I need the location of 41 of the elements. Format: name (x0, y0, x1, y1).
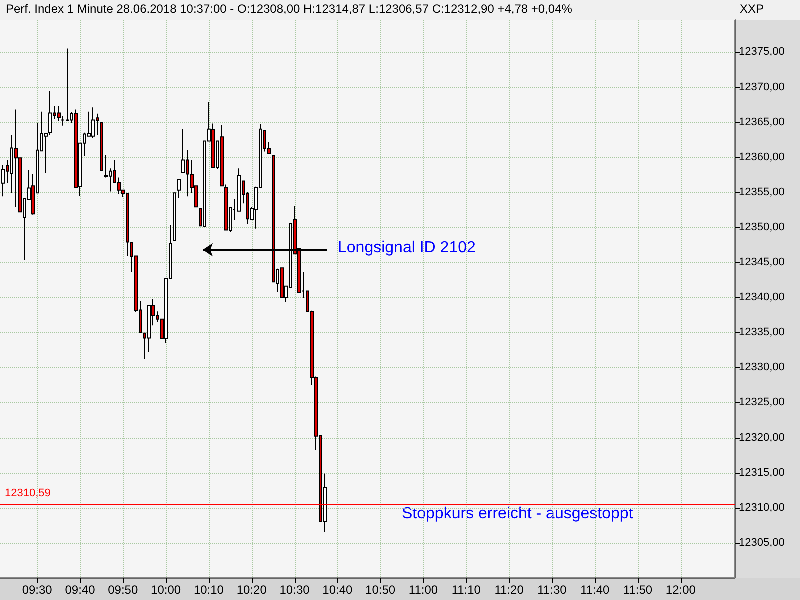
y-tick-label: 12305,00 (739, 536, 785, 549)
x-tick-label: 09:30 (22, 583, 53, 597)
candlestick (100, 122, 103, 172)
text: XXP (740, 2, 764, 16)
candlestick (91, 107, 95, 139)
x-tick-label: 11:50 (623, 583, 653, 597)
y-tick-label: 12345,00 (739, 256, 785, 269)
x-tick-label: 11:20 (494, 583, 524, 597)
annotation: Stoppkurs erreicht - ausgestoppt (402, 506, 634, 522)
x-tick-label: 10:50 (366, 583, 396, 597)
chart-title: Perf. Index 1 Minute 28.06.2018 10:37:00 - O:12308,00 H:12314,87 L:12306,57 C:12312,90 +4,78 +0,04% (6, 2, 573, 16)
x-tick-label: 10:10 (194, 583, 224, 597)
y-tick-label: 12355,00 (739, 186, 785, 198)
candlestick (173, 192, 176, 242)
x-tick-label: 10:20 (236, 583, 268, 597)
y-tick-label: 12335,00 (739, 326, 785, 339)
x-tick-label: 09:40 (65, 583, 96, 597)
y-tick-label: 12340,00 (739, 292, 785, 304)
x-tick-label: 11:40 (580, 583, 610, 597)
x-tick-label: 09:50 (108, 583, 138, 597)
candlestick (177, 179, 181, 199)
y-tick-label: 12320,00 (739, 432, 785, 444)
y-tick-label: 12350,00 (739, 221, 785, 234)
x-tick-label: 11:00 (408, 583, 438, 597)
y-tick-label: 12330,00 (739, 362, 785, 374)
x-tick-label: 10:30 (280, 583, 310, 597)
x-tick-label: 10:40 (322, 583, 354, 597)
y-tick-label: 12360,00 (739, 151, 785, 164)
candlestick (280, 268, 284, 298)
y-tick-label: 12375,00 (739, 46, 785, 58)
y-tick-label: 12365,00 (739, 116, 785, 128)
ref-line-label: 12310,59 (5, 487, 51, 500)
x-tick-label: 11:10 (452, 583, 482, 597)
y-tick-label: 12370,00 (739, 81, 785, 94)
y-tick-label: 12315,00 (739, 466, 785, 479)
x-tick-label: 12:00 (666, 583, 696, 597)
x-tick-label: 11:30 (538, 583, 568, 597)
y-tick-label: 12325,00 (739, 396, 785, 409)
annotation: Longsignal ID 2102 (338, 240, 476, 256)
y-tick-label: 12310,00 (739, 502, 785, 514)
x-tick-label: 10:00 (151, 583, 182, 597)
